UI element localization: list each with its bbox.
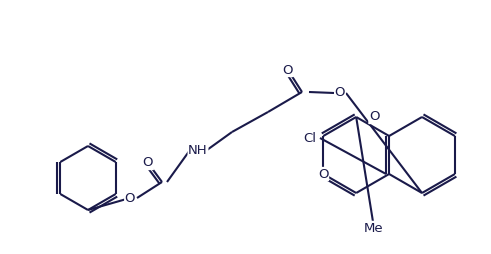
Text: O: O — [125, 192, 135, 204]
Text: O: O — [283, 64, 293, 76]
Text: O: O — [369, 110, 380, 123]
Text: O: O — [143, 156, 153, 169]
Text: Cl: Cl — [303, 132, 317, 145]
Text: Me: Me — [364, 221, 384, 234]
Text: O: O — [318, 167, 328, 181]
Text: Me: Me — [365, 221, 383, 234]
Text: O: O — [335, 87, 345, 100]
Text: NH: NH — [188, 144, 208, 156]
